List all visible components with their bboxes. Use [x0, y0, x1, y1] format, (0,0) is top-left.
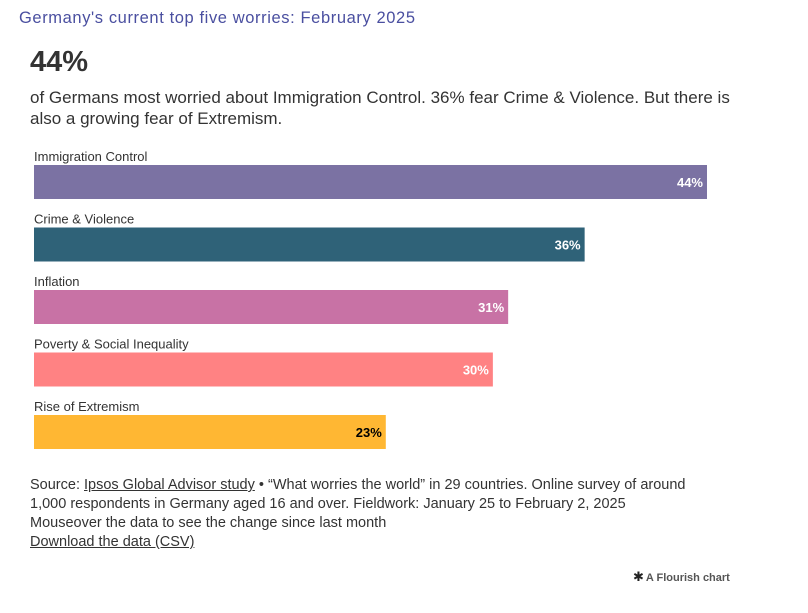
value-label: 30%	[463, 363, 489, 378]
category-label: Poverty & Social Inequality	[34, 337, 189, 352]
category-label: Inflation	[34, 274, 80, 289]
flourish-credit[interactable]: ✱ A Flourish chart	[633, 569, 730, 585]
bar[interactable]	[34, 290, 509, 324]
bar[interactable]	[34, 415, 386, 449]
source-description: • “What worries the world” in 29 countri…	[254, 477, 686, 493]
value-label: 31%	[478, 300, 504, 315]
headline-number: 44%	[30, 46, 89, 78]
category-label: Crime & Violence	[34, 212, 134, 227]
page-title: Germany's current top five worries: Febr…	[19, 9, 416, 27]
category-label: Immigration Control	[34, 149, 148, 164]
bar[interactable]	[34, 227, 585, 262]
source-prefix: Source:	[30, 477, 84, 493]
bar-row[interactable]: Crime & Violence 36%	[34, 212, 585, 262]
flourish-label: A Flourish chart	[645, 572, 730, 584]
category-label: Rise of Extremism	[34, 399, 139, 414]
bar-row[interactable]: Poverty & Social Inequality 30%	[34, 337, 493, 387]
bar-chart: Immigration Control 44% Crime & Violence 36…	[34, 149, 707, 449]
source-link[interactable]: Ipsos Global Advisor study	[84, 477, 255, 493]
value-label: 23%	[356, 425, 382, 440]
bar[interactable]	[34, 352, 493, 387]
download-csv-link[interactable]: Download the data (CSV)	[30, 534, 195, 550]
bar[interactable]	[34, 165, 707, 199]
bar-row[interactable]: Inflation 31%	[34, 274, 509, 324]
source-details: 1,000 respondents in Germany aged 16 and…	[30, 496, 626, 512]
subtitle: of Germans most worried about Immigratio…	[30, 88, 730, 128]
bar-row[interactable]: Rise of Extremism 23%	[34, 399, 386, 449]
mouseover-note: Mouseover the data to see the change sin…	[30, 515, 387, 531]
bar-row[interactable]: Immigration Control 44%	[34, 149, 707, 199]
value-label: 36%	[555, 238, 581, 253]
flourish-star-icon: ✱	[633, 569, 644, 584]
value-label: 44%	[677, 175, 703, 190]
footer: Source: Ipsos Global Advisor study • “Wh…	[30, 476, 760, 552]
